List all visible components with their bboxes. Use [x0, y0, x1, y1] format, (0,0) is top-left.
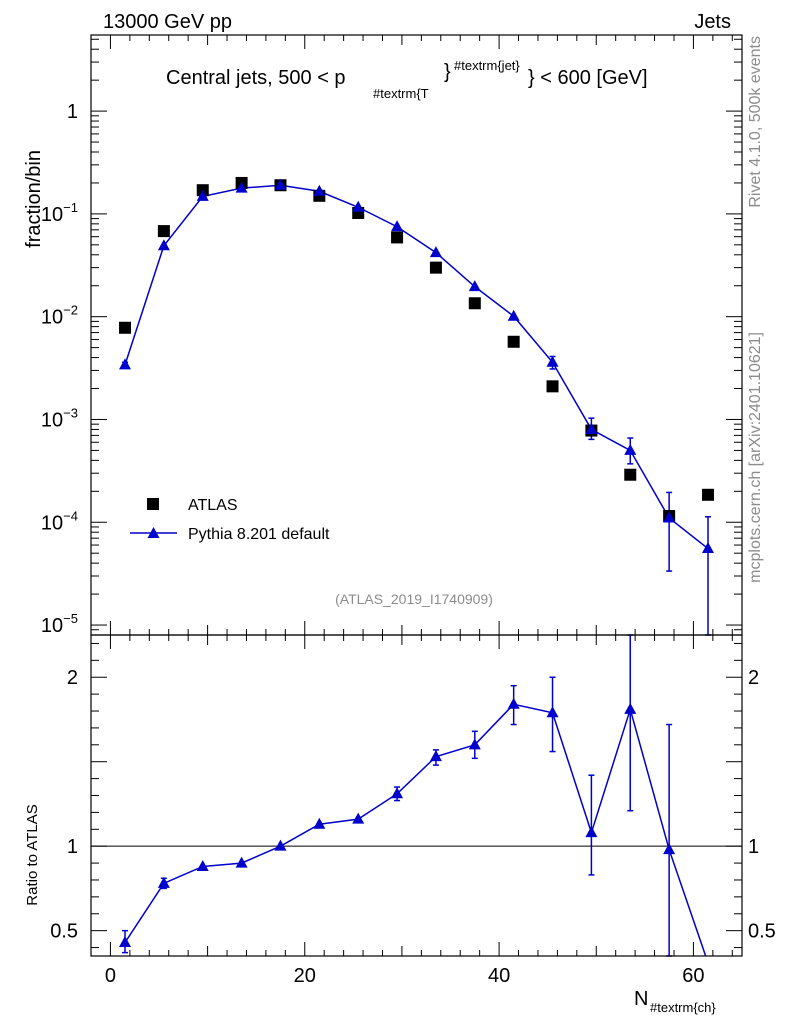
plot-title-main: Central jets, 500 < p [166, 67, 346, 89]
pythia-point [585, 422, 598, 434]
main-frame [90, 34, 743, 636]
plot-title: Central jets, 500 < p #textrm{T } #textr… [166, 58, 648, 101]
legend-pythia-label: Pythia 8.201 default [188, 526, 330, 543]
mcplots-label: mcplots.cern.ch [arXiv:2401.10621] [747, 332, 764, 583]
main-y-tick-label: 10−2 [41, 303, 78, 329]
pythia-point [624, 443, 637, 455]
ratio-frame [90, 634, 743, 957]
ratio-point [274, 839, 287, 851]
main-y-tick-label: 10−5 [41, 611, 78, 637]
main-series-lines [122, 184, 711, 636]
analysis-tag: (ATLAS_2019_I1740909) [335, 591, 493, 607]
pythia-point [157, 239, 170, 251]
ratio-point [585, 826, 598, 838]
main-y-tick-labels: 1 10−1 10−2 10−3 10−4 10−5 [41, 101, 78, 637]
main-y-tick-label: 10−1 [41, 200, 78, 226]
plot-title-sub: #textrm{T [373, 86, 429, 101]
ratio-point [235, 856, 248, 868]
header-right: Jets [694, 11, 731, 33]
ratio-xlabel-main: N [634, 988, 648, 1010]
atlas-point [701, 488, 714, 501]
atlas-point [119, 321, 132, 334]
plot-title-tail: } < 600 [GeV] [528, 67, 648, 89]
ratio-series-line [122, 634, 707, 957]
ratio-series-marks [119, 697, 676, 947]
pythia-point [546, 355, 559, 367]
atlas-point [391, 231, 404, 244]
ratio-axis-ticks [91, 635, 742, 956]
pythia-point [235, 181, 248, 193]
legend-atlas-label: ATLAS [188, 497, 238, 514]
pythia-point [663, 511, 676, 523]
main-y-tick-label: 10−4 [41, 508, 78, 534]
ratio-point [119, 935, 132, 947]
pythia-point [429, 246, 442, 258]
ratio-xlabel-sub: #textrm{ch} [650, 1000, 716, 1015]
ratio-xlabel: N #textrm{ch} [634, 988, 716, 1015]
pythia-point [352, 200, 365, 212]
ratio-point [313, 817, 326, 829]
legend-pythia-marker [147, 527, 160, 538]
ratio-x-tick-label: 40 [488, 965, 510, 987]
ratio-point [429, 750, 442, 762]
legend: ATLAS Pythia 8.201 default [130, 497, 330, 543]
legend-atlas-marker [147, 498, 159, 510]
ratio-point [546, 706, 559, 718]
header-left: 13000 GeV pp [103, 11, 232, 33]
rivet-label: Rivet 4.1.0, 500k events [747, 36, 764, 208]
atlas-point [429, 261, 442, 274]
main-ylabel: fraction/bin [23, 150, 45, 248]
ratio-x-tick-label: 20 [294, 965, 316, 987]
atlas-point [507, 335, 520, 348]
pythia-point [468, 280, 481, 292]
ratio-y-tick-label: 0.5 [50, 921, 78, 943]
ratio-y-tick-label: 2 [67, 667, 78, 689]
ratio-y-tick-labels: 0.5 0.5 1 1 2 2 [50, 667, 776, 942]
atlas-point [624, 468, 637, 481]
ratio-y-tick-label-right: 1 [748, 836, 759, 858]
ratio-y-tick-label-right: 0.5 [748, 921, 776, 943]
ratio-y-tick-label-right: 2 [748, 667, 759, 689]
pythia-point [507, 309, 520, 321]
pythia-point [119, 358, 132, 370]
atlas-point [546, 380, 559, 393]
main-series-marks [119, 176, 714, 554]
ratio-x-tick-label: 60 [682, 965, 704, 987]
ratio-line [124, 703, 707, 957]
ratio-point [663, 843, 676, 855]
ratio-panel: 0.5 0.5 1 1 2 2 0 20 40 60 [50, 634, 776, 987]
atlas-point [468, 297, 481, 310]
ratio-point [391, 787, 404, 799]
main-y-tick-label: 1 [67, 101, 78, 123]
ratio-point [507, 697, 520, 709]
ratio-ylabel: Ratio to ATLAS [24, 804, 41, 905]
ratio-point [624, 702, 637, 714]
pythia-point [274, 178, 287, 190]
ratio-y-tick-label: 1 [67, 836, 78, 858]
main-axis-ticks [91, 35, 742, 636]
pythia-point [196, 189, 209, 201]
pythia-point [313, 184, 326, 196]
pythia-point [701, 542, 714, 554]
pythia-point [391, 220, 404, 232]
ratio-x-tick-labels: 0 20 40 60 [105, 965, 705, 987]
ratio-point [157, 876, 170, 888]
ratio-x-tick-label: 0 [105, 965, 116, 987]
ratio-point [468, 738, 481, 750]
ratio-point [196, 859, 209, 871]
main-panel: 1 10−1 10−2 10−3 10−4 10−5 [41, 34, 743, 637]
main-y-tick-label: 10−3 [41, 405, 78, 431]
ratio-point [352, 812, 365, 824]
atlas-point [157, 225, 170, 238]
plot-title-close: } [444, 61, 451, 83]
pythia-line [124, 184, 709, 550]
plot-title-sup: #textrm{jet} [454, 58, 520, 73]
